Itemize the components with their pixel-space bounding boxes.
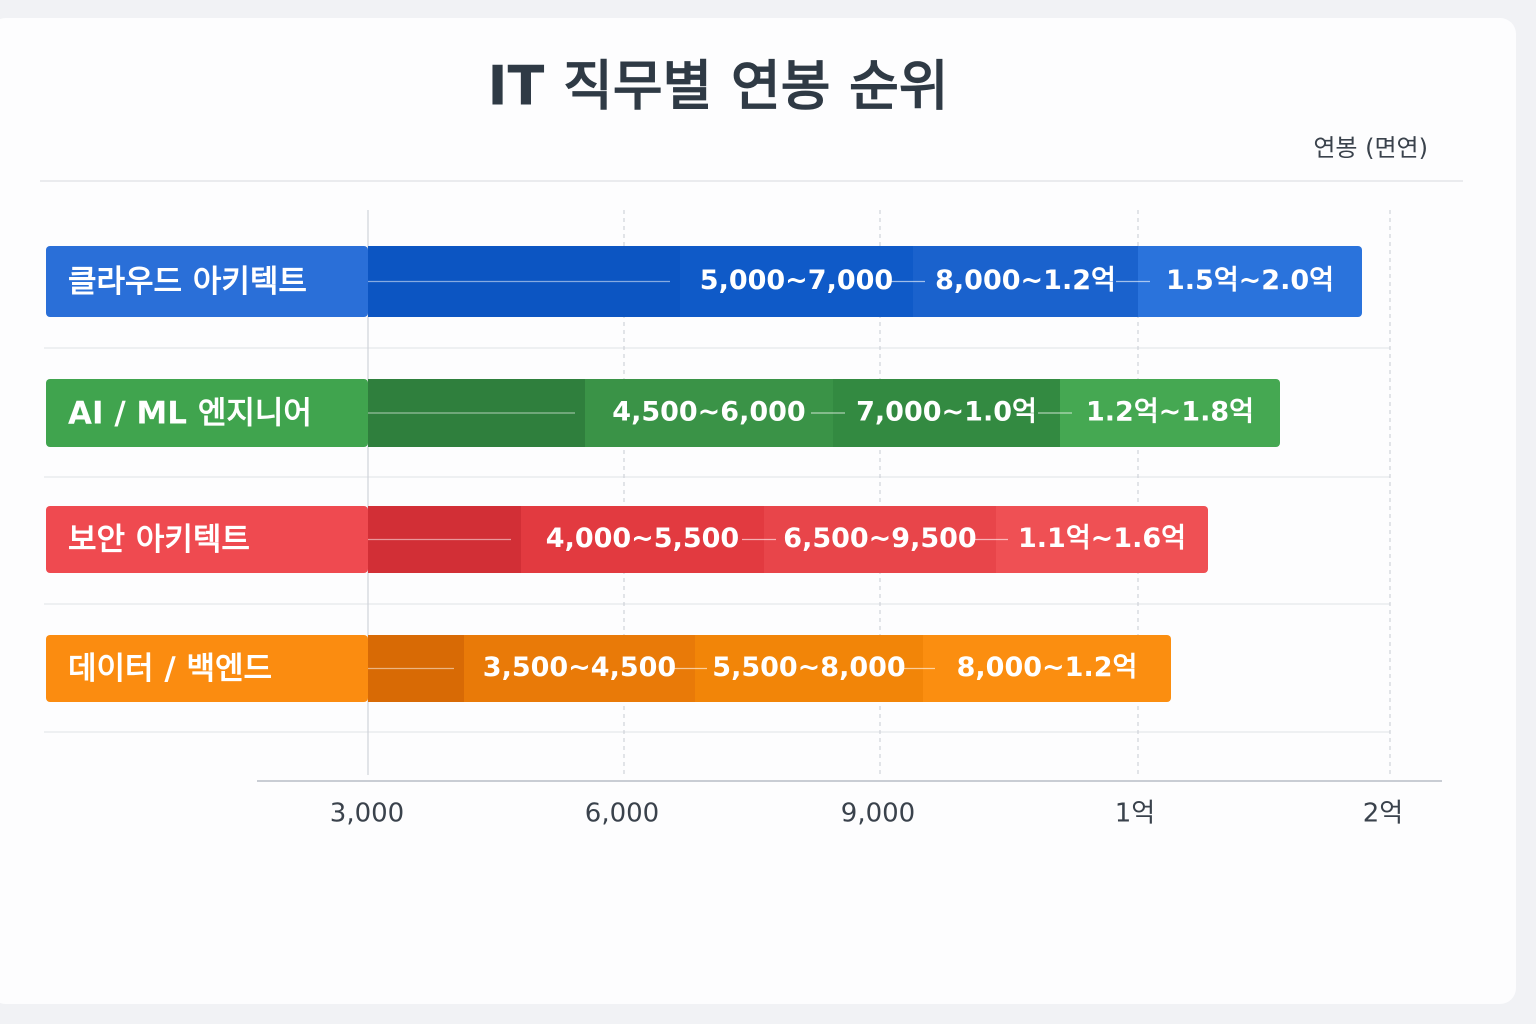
x-tick-label: 9,000 <box>841 799 915 829</box>
label-box <box>46 246 368 317</box>
row-label: 클라우드 아키텍트 <box>68 264 307 300</box>
row-label: 데이터 / 백엔드 <box>68 651 272 687</box>
bar-segment <box>464 635 695 702</box>
x-tick-label: 6,000 <box>585 799 659 829</box>
unit-label: 연봉 (면연) <box>1313 134 1428 162</box>
x-tick-label: 3,000 <box>330 799 404 829</box>
range-label: 8,000~1.2억 <box>935 265 1116 296</box>
bar-segment <box>833 379 1060 447</box>
bar-segment <box>585 379 833 447</box>
bar-segment <box>764 506 996 573</box>
x-tick-label: 1억 <box>1115 799 1155 829</box>
chart-title: IT 직무별 연봉 순위 <box>487 55 948 118</box>
bar-segment <box>1060 379 1276 447</box>
range-label: 5,500~8,000 <box>712 652 905 683</box>
bar-segment <box>521 506 764 573</box>
bar-segment <box>923 635 1167 702</box>
range-label: 1.1억~1.6억 <box>1018 523 1186 554</box>
bar-segment <box>996 506 1204 573</box>
range-label: 1.5억~2.0억 <box>1166 265 1334 296</box>
range-label: 7,000~1.0억 <box>856 397 1037 428</box>
bar-segment <box>680 246 913 317</box>
bar-row: 클라우드 아키텍트 5,000~7,000 8,000~1.2억 1.5억~2.0억 <box>46 246 1362 317</box>
x-tick-label: 2억 <box>1363 799 1403 829</box>
range-label: 5,000~7,000 <box>700 265 893 296</box>
range-label: 8,000~1.2억 <box>957 652 1138 683</box>
label-box <box>46 379 368 447</box>
bar-segment <box>1138 246 1358 317</box>
bar-segment <box>913 246 1138 317</box>
rows: 클라우드 아키텍트 5,000~7,000 8,000~1.2억 1.5억~2.0억 A… <box>46 246 1362 702</box>
row-label: AI / ML 엔지니어 <box>68 396 312 432</box>
ticks: 3,000 6,000 9,000 1억 2억 <box>330 799 1403 829</box>
range-label: 3,500~4,500 <box>483 652 676 683</box>
row-label: 보안 아키텍트 <box>68 522 250 558</box>
range-label: 4,000~5,500 <box>546 523 739 554</box>
label-box <box>46 635 368 702</box>
bar-segment <box>695 635 923 702</box>
range-label: 1.2억~1.8억 <box>1086 397 1254 428</box>
bar-row: 데이터 / 백엔드 3,500~4,500 5,500~8,000 8,000~1.2… <box>46 635 1171 702</box>
bar-row: 보안 아키텍트 4,000~5,500 6,500~9,500 1.1억~1.6억 <box>46 506 1208 573</box>
grid <box>44 210 1391 775</box>
range-label: 4,500~6,000 <box>612 397 805 428</box>
label-box <box>46 506 368 573</box>
range-label: 6,500~9,500 <box>783 523 976 554</box>
bar-row: AI / ML 엔지니어 4,500~6,000 7,000~1.0억 1.2억~1.… <box>46 379 1280 447</box>
